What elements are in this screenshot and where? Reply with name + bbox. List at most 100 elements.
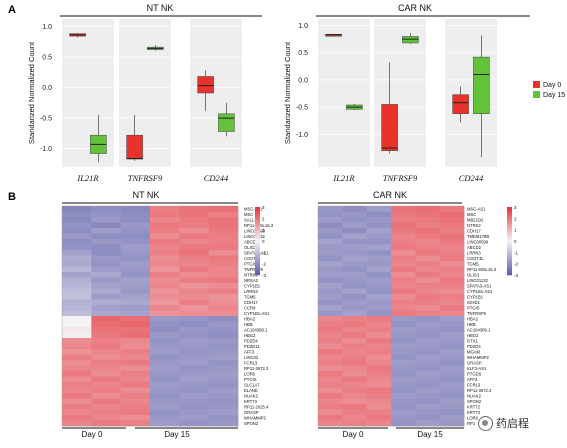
gene-row-label: RP11-2025.4 [244, 404, 269, 409]
gene-row-label: NTRK2 [244, 272, 258, 277]
heatmap-cell [179, 272, 209, 278]
colorbar-segment [507, 223, 512, 226]
heatmap-cell [318, 211, 343, 218]
heatmap-cell [318, 343, 343, 350]
gene-row-label: DTX1 [467, 338, 478, 343]
heatmap-cell [208, 310, 239, 317]
heatmap-cell [208, 316, 239, 322]
heatmap-cell [391, 250, 416, 256]
heatmap-cell [342, 255, 367, 262]
colorbar-segment [255, 245, 260, 248]
heatmap-cell [415, 288, 440, 295]
heatmap-cell [342, 354, 367, 361]
heatmap-cell [208, 360, 239, 366]
heatmap-cell [366, 261, 392, 267]
heatmap-cell [415, 321, 440, 328]
heatmap-cell [342, 338, 367, 344]
gene-row-label: SALL1 [244, 217, 257, 222]
gene-row-label: OLIG3 [244, 245, 257, 250]
colorbar-segment [255, 211, 260, 214]
heatmap-cell [342, 316, 367, 322]
heatmap-cell [208, 222, 239, 229]
heatmap-cell [62, 261, 92, 267]
heatmap-cell [415, 272, 440, 278]
heatmap-cell [91, 321, 121, 328]
heatmap-cell [415, 398, 440, 405]
colorbar-segment [507, 233, 512, 236]
heatmap-cell [439, 321, 465, 328]
colorbar-segment [255, 241, 260, 244]
colorbar-tick: -1 [514, 250, 518, 255]
heatmap-cell [318, 415, 343, 421]
colorbar-segment [507, 211, 512, 214]
heatmap-cell [150, 321, 180, 328]
heatmap-cell [366, 409, 392, 416]
heatmap-cell [91, 316, 121, 322]
heatmap-cell [391, 365, 416, 372]
heatmap-cell [208, 217, 239, 223]
heatmap-cell [208, 211, 239, 218]
box-body [402, 36, 419, 44]
heatmap-cell [91, 409, 121, 416]
heatmap-cell [62, 382, 92, 388]
heatmap-cell [91, 211, 121, 218]
colorbar-segment [507, 235, 512, 238]
heatmap-cell [179, 343, 209, 350]
heatmap-cell [208, 206, 239, 212]
heatmap-cell [179, 266, 209, 273]
heatmap-cell [439, 387, 465, 394]
heatmap-cell [342, 310, 367, 317]
colorbar-segment [255, 227, 260, 230]
heatmap-cell [150, 255, 180, 262]
heatmap-cell [179, 365, 209, 372]
colorbar-tick: 3 [262, 205, 265, 210]
colorbar-segment [255, 273, 260, 276]
heatmap-cell [366, 398, 392, 405]
heatmap-cell [179, 404, 209, 410]
colorbar-segment [255, 207, 260, 210]
heatmap-cell [391, 233, 416, 240]
heatmap-cell [62, 327, 92, 333]
box-body [452, 94, 469, 114]
colorbar-tick: -3 [514, 273, 518, 278]
heatmap-cell [342, 382, 367, 388]
heatmap-cell [120, 365, 151, 372]
gene-row-label: TMEM178B [467, 234, 489, 239]
colorbar-segment [507, 267, 512, 270]
heatmap-cell [366, 222, 392, 229]
heatmap-cell [150, 294, 180, 300]
heatmap-cell [415, 420, 440, 427]
heatmap-cell [91, 206, 121, 212]
heatmap-cell [150, 206, 180, 212]
heatmap-cell [150, 211, 180, 218]
heatmap-cell [150, 354, 180, 361]
colorbar-segment [255, 247, 260, 250]
heatmap-cell [62, 283, 92, 289]
panel-b: B NT NKMSC-AS1MSCSALL1RP11-825L16.3LINC0… [8, 190, 518, 439]
heatmap-cell [415, 327, 440, 333]
heatmap-cell [439, 354, 465, 361]
heatmap-cell [366, 376, 392, 383]
heatmap-cell [91, 283, 121, 289]
colorbar-segment [507, 237, 512, 240]
heatmap-cell [179, 299, 209, 306]
group-title: CAR NK [398, 3, 432, 13]
heatmap-cell [179, 327, 209, 333]
heatmap-cell [391, 222, 416, 229]
colorbar-segment [255, 219, 260, 222]
heatmap-cell [179, 382, 209, 388]
heatmap-cell [366, 294, 392, 300]
gene-row-label: LINC02 [244, 355, 259, 360]
heatmap-cell [318, 294, 343, 300]
heatmap-cell [415, 266, 440, 273]
heatmap-cell [62, 338, 92, 344]
heatmap-cell [342, 239, 367, 245]
heatmap-cell [415, 233, 440, 240]
heatmap-cell [120, 239, 151, 245]
gene-label: TNFRSF9 [383, 173, 418, 183]
heatmap-cell [318, 266, 343, 273]
heatmap-cell [366, 206, 392, 212]
heatmap-cell [366, 338, 392, 344]
colorbar-segment [507, 271, 512, 274]
heatmap-cell [208, 261, 239, 267]
